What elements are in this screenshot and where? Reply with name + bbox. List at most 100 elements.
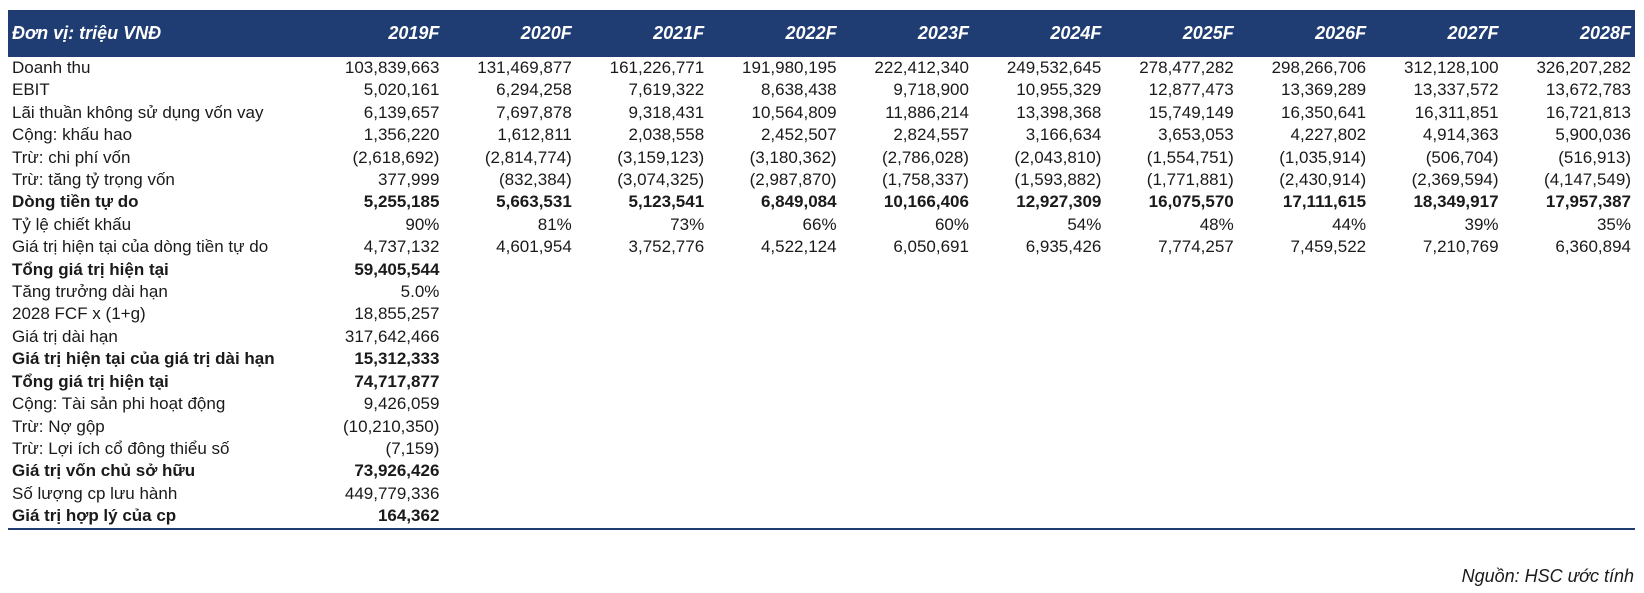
value-cell: 312,128,100: [1403, 58, 1499, 77]
value-cell: [443, 438, 575, 460]
value-cell: [1238, 416, 1370, 438]
value-cell: [1105, 505, 1238, 530]
value-cell: 39%: [1464, 214, 1499, 234]
value-cell: (4,147,549): [1544, 170, 1631, 190]
value-cell: [1238, 371, 1370, 393]
table-row: Giá trị hợp lý của cp 164,362: [8, 505, 1635, 530]
row-label: Tổng giá trị hiện tại: [12, 371, 169, 391]
value-cell: (832,384): [499, 170, 572, 190]
value-cell: 298,266,706: [1271, 58, 1367, 77]
value-cell: [1105, 348, 1237, 370]
row-label: Lãi thuần không sử dụng vốn vay: [12, 102, 264, 122]
row-label: Giá trị vốn chủ sở hữu: [12, 461, 196, 481]
value-cell: 90%: [405, 214, 440, 234]
value-cell: 13,369,289: [1281, 80, 1367, 100]
value-cell: 17,111,615: [1282, 192, 1367, 212]
value-cell: [841, 460, 973, 482]
value-cell: [1503, 393, 1635, 415]
value-cell: (7,159): [385, 438, 440, 458]
value-cell: 11,886,214: [885, 102, 969, 122]
value-cell: [841, 393, 973, 415]
value-cell: [1370, 483, 1502, 505]
value-cell: [1370, 393, 1502, 415]
value-cell: 6,294,258: [496, 80, 572, 100]
value-cell: 7,697,878: [496, 102, 572, 122]
value-cell: [1370, 505, 1503, 530]
value-cell: 16,721,813: [1545, 102, 1631, 122]
value-cell: [972, 505, 1106, 530]
value-cell: 60%: [934, 214, 969, 234]
value-cell: 4,737,132: [363, 237, 440, 257]
value-cell: 3,752,776: [628, 237, 705, 257]
value-cell: 17,957,387: [1545, 192, 1631, 212]
value-cell: 8,638,438: [760, 80, 837, 100]
year-header: 2020F: [520, 23, 572, 43]
row-label: Trừ: Lợi ích cổ đông thiểu số: [12, 438, 230, 458]
value-cell: 5,663,531: [496, 192, 572, 212]
table-row: Doanh thu 103,839,663 131,469,877 161,226,7…: [8, 57, 1635, 79]
year-header: 2028F: [1579, 23, 1631, 43]
value-cell: [708, 348, 840, 370]
value-cell: [1105, 393, 1237, 415]
value-cell: [575, 505, 709, 530]
value-cell: 44%: [1332, 214, 1367, 234]
value-cell: 278,477,282: [1139, 58, 1234, 77]
value-cell: [576, 460, 708, 482]
value-cell: [841, 326, 973, 348]
value-cell: 48%: [1199, 214, 1234, 234]
value-cell: [708, 281, 840, 303]
value-cell: 7,459,522: [1290, 237, 1367, 257]
value-cell: 9,318,431: [628, 102, 705, 122]
value-cell: 249,532,645: [1006, 58, 1102, 77]
value-cell: [841, 348, 973, 370]
value-cell: [973, 281, 1105, 303]
value-cell: (1,758,337): [882, 170, 969, 190]
value-cell: [840, 505, 973, 530]
value-cell: [576, 438, 708, 460]
value-cell: [841, 416, 973, 438]
value-cell: [1105, 416, 1237, 438]
value-cell: [576, 348, 708, 370]
value-cell: [1503, 438, 1635, 460]
row-label: Tỷ lệ chiết khấu: [12, 214, 132, 234]
value-cell: [1503, 281, 1635, 303]
value-cell: [1238, 259, 1370, 281]
value-cell: [841, 483, 973, 505]
value-cell: [1370, 259, 1502, 281]
value-cell: [1238, 460, 1370, 482]
row-label: Tăng trưởng dài hạn: [12, 282, 168, 302]
value-cell: [443, 483, 575, 505]
value-cell: 131,469,877: [477, 58, 572, 77]
value-cell: 73%: [670, 214, 705, 234]
table-header: Đơn vị: triệu VNĐ 2019F 2020F 2021F 2022…: [8, 10, 1635, 57]
value-cell: [708, 460, 840, 482]
year-header: 2022F: [785, 23, 837, 43]
value-cell: 16,075,570: [1148, 192, 1234, 212]
table-row: Tỷ lệ chiết khấu 90% 81% 73% 66% 60% 54% 48% 44%…: [8, 214, 1635, 236]
value-cell: [443, 303, 575, 325]
value-cell: [1370, 416, 1502, 438]
value-cell: [576, 416, 708, 438]
value-cell: [1238, 348, 1370, 370]
value-cell: [443, 393, 575, 415]
value-cell: [1237, 505, 1371, 530]
value-cell: [1370, 326, 1502, 348]
value-cell: 15,312,333: [354, 349, 440, 369]
value-cell: 5,020,161: [363, 80, 440, 100]
dcf-valuation-table: Đơn vị: triệu VNĐ 2019F 2020F 2021F 2022…: [8, 10, 1635, 530]
value-cell: 4,522,124: [760, 237, 837, 257]
value-cell: [1503, 460, 1635, 482]
value-cell: 10,955,329: [1016, 80, 1102, 100]
value-cell: 4,227,802: [1290, 125, 1367, 145]
value-cell: [841, 281, 973, 303]
value-cell: 12,877,473: [1148, 80, 1234, 100]
value-cell: (2,814,774): [484, 147, 572, 167]
table-body: Doanh thu 103,839,663 131,469,877 161,226,7…: [8, 57, 1635, 530]
value-cell: [1238, 326, 1370, 348]
value-cell: (2,987,870): [749, 170, 837, 190]
value-cell: 9,426,059: [363, 394, 440, 414]
value-cell: [973, 393, 1105, 415]
value-cell: 449,779,336: [344, 483, 440, 503]
table-row: Số lượng cp lưu hành 449,779,336: [8, 483, 1635, 505]
value-cell: 6,050,691: [893, 237, 969, 257]
